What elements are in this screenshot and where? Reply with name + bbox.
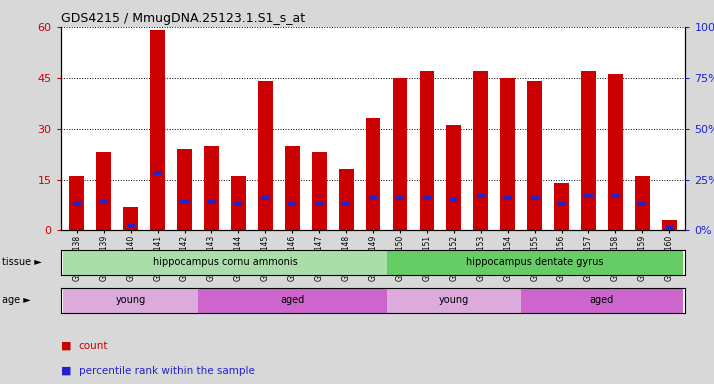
Bar	[64, 288, 198, 313]
Bar	[285, 146, 300, 230]
Text: count: count	[79, 341, 108, 351]
Bar	[558, 202, 565, 206]
Bar	[420, 71, 434, 230]
Bar	[69, 176, 84, 230]
Bar	[477, 194, 485, 198]
Bar	[396, 196, 404, 200]
Bar	[261, 196, 269, 200]
Bar	[450, 198, 458, 202]
Text: percentile rank within the sample: percentile rank within the sample	[79, 366, 254, 376]
Bar	[150, 30, 165, 230]
Bar	[585, 194, 593, 198]
Bar	[366, 118, 381, 230]
Bar	[611, 194, 620, 198]
Bar	[234, 202, 243, 206]
Bar	[638, 202, 646, 206]
Text: ■: ■	[61, 366, 71, 376]
Bar	[446, 125, 461, 230]
Bar	[473, 71, 488, 230]
Bar	[386, 288, 521, 313]
Text: tissue ►: tissue ►	[2, 257, 42, 267]
Bar	[393, 78, 408, 230]
Bar	[208, 200, 216, 204]
Bar	[581, 71, 596, 230]
Bar	[198, 288, 386, 313]
Bar	[312, 152, 326, 230]
Text: age ►: age ►	[2, 295, 31, 306]
Text: young: young	[116, 295, 146, 306]
Bar	[288, 202, 296, 206]
Text: GDS4215 / MmugDNA.25123.1.S1_s_at: GDS4215 / MmugDNA.25123.1.S1_s_at	[61, 12, 305, 25]
Bar	[531, 196, 538, 200]
Text: aged: aged	[280, 295, 304, 306]
Text: hippocampus cornu ammonis: hippocampus cornu ammonis	[153, 257, 297, 267]
Text: hippocampus dentate gyrus: hippocampus dentate gyrus	[466, 257, 603, 267]
Bar	[126, 224, 135, 228]
Bar	[181, 200, 188, 204]
Bar	[231, 176, 246, 230]
Bar	[501, 78, 515, 230]
Bar	[423, 196, 431, 200]
Bar	[608, 74, 623, 230]
Bar	[73, 202, 81, 206]
Bar	[386, 250, 683, 275]
Bar	[124, 207, 138, 230]
Bar	[662, 220, 677, 230]
Bar	[154, 171, 161, 175]
Text: young: young	[438, 295, 469, 306]
Bar	[315, 202, 323, 206]
Bar	[338, 169, 353, 230]
Bar	[554, 183, 569, 230]
Bar	[64, 250, 386, 275]
Bar	[100, 200, 108, 204]
Bar	[635, 176, 650, 230]
Bar	[369, 196, 377, 200]
Bar	[204, 146, 219, 230]
Bar	[258, 81, 273, 230]
Bar	[527, 81, 542, 230]
Bar	[665, 226, 673, 230]
Bar	[342, 202, 350, 206]
Text: aged: aged	[590, 295, 614, 306]
Bar	[177, 149, 192, 230]
Bar	[96, 152, 111, 230]
Bar	[503, 196, 512, 200]
Bar	[521, 288, 683, 313]
Text: ■: ■	[61, 341, 71, 351]
